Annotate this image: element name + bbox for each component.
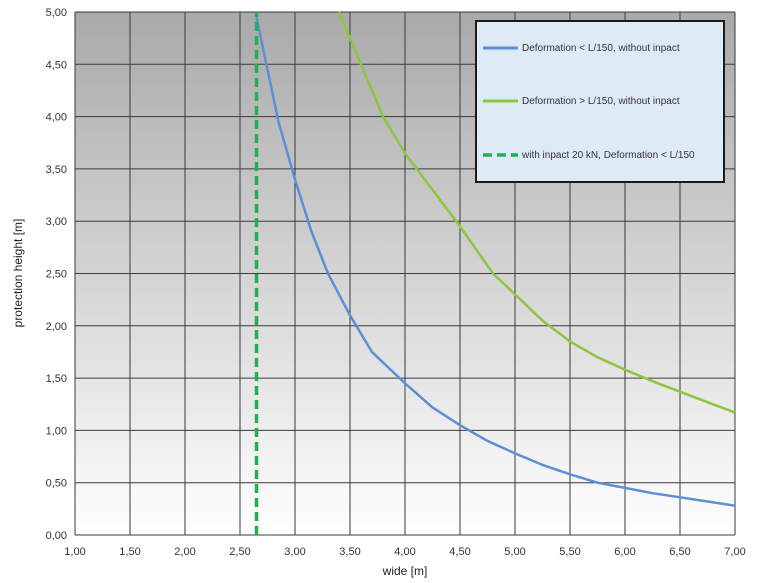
y-tick-label: 1,50: [46, 373, 67, 385]
y-tick-label: 3,00: [46, 216, 67, 228]
x-tick-label: 1,00: [64, 546, 85, 558]
y-tick-label: 4,50: [46, 59, 67, 71]
x-tick-label: 3,00: [284, 546, 305, 558]
x-tick-label: 3,50: [339, 546, 360, 558]
y-axis-title: protection height [m]: [11, 219, 25, 328]
legend-label-2: with inpact 20 kN, Deformation < L/150: [521, 150, 695, 161]
y-tick-label: 2,50: [46, 269, 67, 281]
y-tick-label: 4,00: [46, 112, 67, 124]
y-tick-label: 0,50: [46, 478, 67, 490]
legend-label-0: Deformation < L/150, without inpact: [522, 43, 680, 54]
x-tick-label: 6,50: [669, 546, 690, 558]
x-tick-label: 7,00: [724, 546, 745, 558]
x-tick-label: 4,50: [449, 546, 470, 558]
x-tick-label: 1,50: [119, 546, 140, 558]
x-tick-label: 5,00: [504, 546, 525, 558]
x-axis-title: wide [m]: [382, 564, 428, 578]
y-tick-label: 5,00: [46, 7, 67, 19]
x-tick-label: 6,00: [614, 546, 635, 558]
legend-label-1: Deformation > L/150, without inpact: [522, 96, 680, 107]
x-tick-label: 5,50: [559, 546, 580, 558]
series-line-1: [337, 11, 736, 414]
series-line-0: [255, 16, 736, 507]
x-tick-label: 2,00: [174, 546, 195, 558]
legend: Deformation < L/150, without inpact Defo…: [475, 20, 725, 183]
x-tick-label: 2,50: [229, 546, 250, 558]
y-tick-label: 2,00: [46, 321, 67, 333]
x-tick-label: 4,00: [394, 546, 415, 558]
y-tick-label: 1,00: [46, 425, 67, 437]
y-tick-label: 3,50: [46, 164, 67, 176]
y-tick-label: 0,00: [46, 530, 67, 542]
tick-labels: 1,00 1,50 2,00 2,50 3,00 3,50 4,00 4,50 5,00 5,50…: [46, 7, 746, 558]
series-lines: [254, 11, 736, 535]
